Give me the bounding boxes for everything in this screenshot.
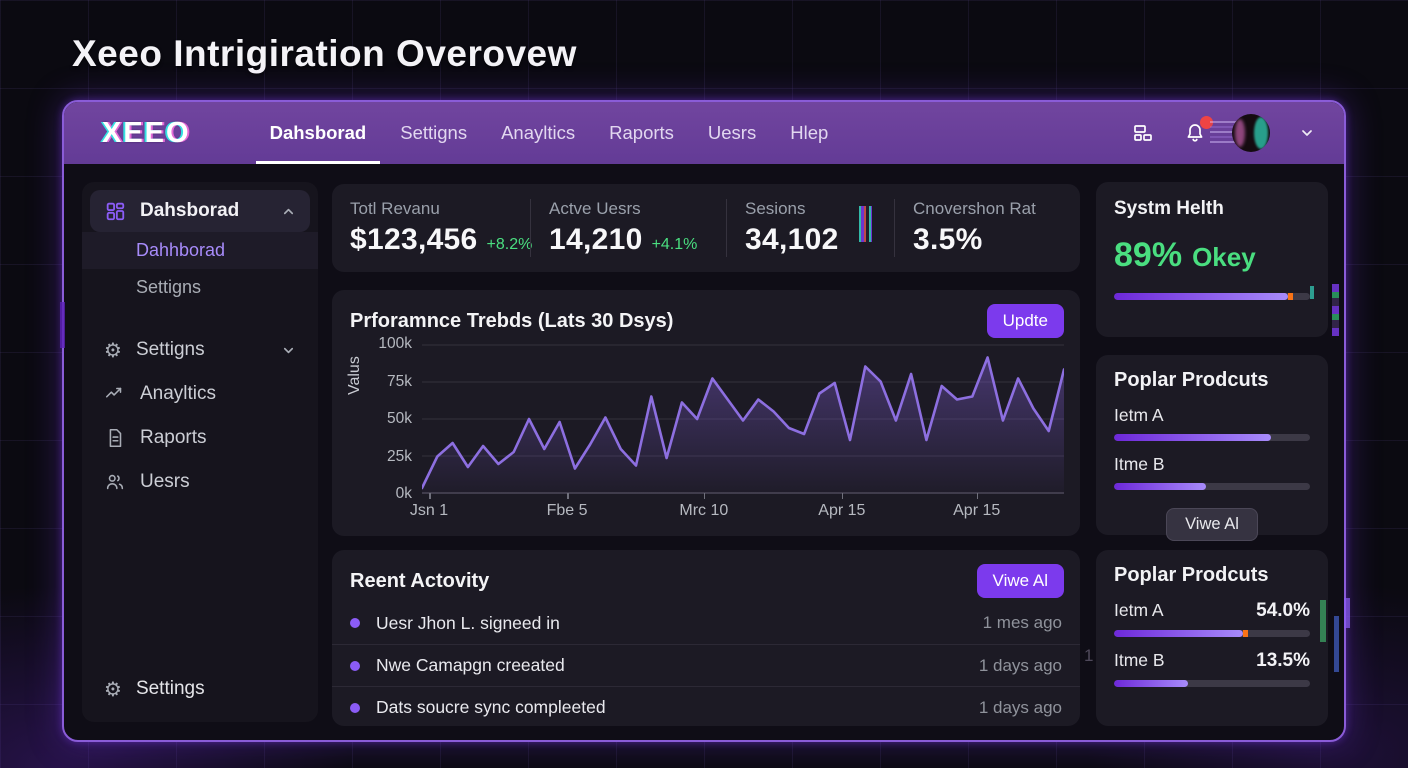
view-all-button[interactable]: Viwe Al <box>976 564 1064 598</box>
chevron-down-icon[interactable] <box>1292 118 1322 148</box>
bullet-dot-icon <box>350 618 360 628</box>
stat-active-users: Actve Uesrs 14,210 +4.1% <box>530 199 726 257</box>
product-row: Ietm A 54.0% <box>1114 600 1310 637</box>
x-axis: Jsn 1 Fbe 5 Mrc 10 Apr 15 Apr 15 <box>410 493 1064 522</box>
nav-item-reports[interactable]: Raports <box>609 122 674 143</box>
nav-item-analytics[interactable]: Anayltics <box>501 122 576 143</box>
nav-menu: Dahsborad Settigns Anayltics Raports Ues… <box>253 102 846 164</box>
health-status: Okey <box>1192 242 1256 272</box>
activity-row: Nwe Camapgn creeated 1 days ago <box>332 644 1080 686</box>
sidebar-item-analytics[interactable]: Anayltics <box>82 372 318 416</box>
view-all-button[interactable]: Viwe Al <box>1166 508 1258 541</box>
popular-products-card-2: Poplar Prodcuts Ietm A 54.0% Itme B 13.5… <box>1096 550 1328 726</box>
health-title: Systm Helth <box>1114 198 1224 219</box>
xeeo-logo: XEEO <box>102 116 191 149</box>
nav-item-users[interactable]: Uesrs <box>707 122 757 143</box>
stat-total-revenue: Totl Revanu $123,456 +8.2% <box>350 199 533 256</box>
update-button[interactable]: Updte <box>986 304 1064 338</box>
delta-badge: +8.2% <box>486 236 533 253</box>
y-tick: 100k <box>378 335 412 352</box>
recent-activity-card: Reent Actovity Viwe Al Uesr Jhon L. sign… <box>332 550 1080 726</box>
sidebar-subitem-dashboard[interactable]: Dahhborad <box>82 232 318 269</box>
nav-item-settings[interactable]: Settigns <box>400 122 468 143</box>
bullet-dot-icon <box>350 702 360 713</box>
sidebar-item-label: Dahsborad <box>140 200 240 221</box>
chevron-down-icon <box>283 347 294 353</box>
glitch-artifact <box>1332 284 1339 336</box>
top-navbar: XEEO Dahsborad Settigns Anayltics Raport… <box>64 102 1344 164</box>
product-progress-bar <box>1114 680 1310 687</box>
product-row: Itme B <box>1114 454 1310 490</box>
product-progress-bar <box>1114 630 1310 637</box>
x-tick: Mrc 10 <box>679 502 729 519</box>
gear-icon: ⚙ <box>104 677 122 701</box>
stat-sessions: Sesions 34,102 <box>726 199 894 257</box>
activity-row: Dats soucre sync compleeted 1 days ago <box>332 686 1080 728</box>
gear-icon: ⚙ <box>104 338 122 362</box>
health-percent: 89% <box>1114 236 1183 274</box>
nav-right-actions <box>1128 114 1322 152</box>
sidebar-item-reports[interactable]: Raports <box>82 416 318 460</box>
nav-item-dashboard[interactable]: Dahsborad <box>253 102 384 164</box>
sidebar-subitem-settings[interactable]: Settigns <box>136 277 202 297</box>
sidebar: Dahsborad Dahhborad Settigns ⚙ Settigns … <box>82 182 318 722</box>
y-tick: 50k <box>387 410 412 427</box>
health-progress-bar <box>1114 293 1310 300</box>
dashboard-grid-icon <box>106 202 125 221</box>
sidebar-item-users[interactable]: Uesrs <box>82 460 318 504</box>
glitch-artifact <box>1344 598 1350 628</box>
sidebar-item-dashboard-group[interactable]: Dahsborad <box>90 190 310 232</box>
product-progress-bar <box>1114 483 1310 490</box>
product-progress-bar <box>1114 434 1310 441</box>
product-row: Itme B 13.5% <box>1114 650 1310 687</box>
glitch-artifact <box>60 302 65 348</box>
delta-badge: +4.1% <box>651 236 698 253</box>
page-title: Xeeo Intrigiration Overovew <box>72 33 577 74</box>
line-chart: 100k 75k 50k 25k 0k <box>378 335 1064 502</box>
document-icon <box>109 428 122 448</box>
kpi-stats-bar: Totl Revanu $123,456 +8.2% Actve Uesrs 14… <box>332 184 1080 272</box>
x-tick: Apr 15 <box>818 502 866 519</box>
product-row: Ietm A <box>1114 405 1310 441</box>
glitch-artifact: 1 <box>1084 646 1094 665</box>
user-avatar[interactable] <box>1232 114 1270 152</box>
stat-conversion-rate: Cnovershon Rat 3.5% <box>894 199 1080 257</box>
notification-badge <box>1200 116 1213 129</box>
nav-item-help[interactable]: Hlep <box>790 122 829 143</box>
notifications-bell-icon[interactable] <box>1180 116 1213 148</box>
glitch-artifact <box>1334 616 1339 672</box>
activity-row: Uesr Jhon L. signeed in 1 mes ago <box>332 602 1080 644</box>
chevron-up-icon <box>283 208 294 214</box>
y-tick: 75k <box>387 372 412 390</box>
users-icon <box>106 474 124 490</box>
y-axis-label: Valus <box>346 356 363 395</box>
activity-title: Reent Actovity <box>350 569 490 592</box>
performance-chart-card: Prforamnce Trebds (Lats 30 Dsys) Updte V… <box>332 290 1080 536</box>
sidebar-item-settings[interactable]: ⚙ Settigns <box>82 328 318 372</box>
y-tick: 0k <box>395 485 412 502</box>
apps-grid-icon[interactable] <box>1128 118 1158 148</box>
sidebar-item-settings-footer[interactable]: ⚙ Settings <box>104 677 205 701</box>
x-tick: Apr 15 <box>953 502 1001 519</box>
bullet-dot-icon <box>350 660 360 671</box>
system-health-card: Systm Helth 89% Okey <box>1096 182 1328 337</box>
popular-products-card: Poplar Prodcuts Ietm A Itme B Viwe Al <box>1096 355 1328 541</box>
app-window: XEEO Dahsborad Settigns Anayltics Raport… <box>60 100 1350 742</box>
trend-line-icon <box>105 387 122 398</box>
y-tick: 25k <box>387 447 412 465</box>
x-tick: Fbe 5 <box>546 502 588 519</box>
x-tick: Jsn 1 <box>409 502 449 519</box>
chart-title: Prforamnce Trebds (Lats 30 Dsys) <box>350 309 674 332</box>
